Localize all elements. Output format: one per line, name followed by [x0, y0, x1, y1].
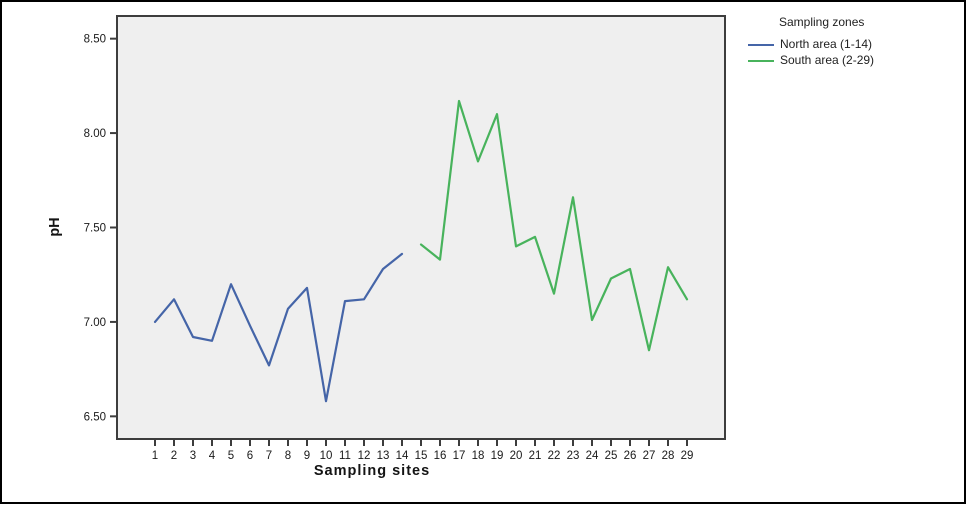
svg-text:4: 4: [209, 450, 216, 462]
svg-text:6: 6: [247, 450, 253, 462]
svg-text:5: 5: [228, 450, 234, 462]
svg-text:22: 22: [548, 450, 561, 462]
svg-text:14: 14: [396, 450, 409, 462]
svg-text:2: 2: [171, 450, 177, 462]
svg-text:23: 23: [567, 450, 580, 462]
svg-text:7: 7: [266, 450, 272, 462]
svg-text:18: 18: [472, 450, 485, 462]
svg-text:8.50: 8.50: [84, 34, 106, 46]
svg-text:15: 15: [415, 450, 428, 462]
svg-text:26: 26: [624, 450, 637, 462]
svg-text:1: 1: [152, 450, 158, 462]
legend-item-north-area: North area (1-14): [748, 37, 874, 52]
svg-text:10: 10: [320, 450, 333, 462]
legend: Sampling zones North area (1-14) South a…: [748, 15, 874, 69]
north-series-line-swatch: [748, 43, 774, 46]
svg-text:11: 11: [339, 450, 351, 462]
legend-item-south-area: South area (2-29): [748, 53, 874, 68]
svg-text:7.00: 7.00: [84, 317, 106, 329]
svg-text:9: 9: [304, 450, 310, 462]
svg-text:8: 8: [285, 450, 291, 462]
legend-title: Sampling zones: [779, 15, 865, 29]
svg-text:19: 19: [491, 450, 504, 462]
svg-text:16: 16: [434, 450, 447, 462]
y-axis-title: pH: [47, 217, 63, 237]
svg-text:29: 29: [681, 450, 694, 462]
svg-text:20: 20: [510, 450, 523, 462]
x-axis-title: Sampling sites: [313, 463, 431, 479]
svg-text:13: 13: [377, 450, 390, 462]
south-series-line-swatch: [748, 59, 774, 62]
legend-item-label: North area (1-14): [780, 37, 873, 51]
svg-text:28: 28: [662, 450, 675, 462]
svg-text:17: 17: [453, 450, 466, 462]
svg-text:6.50: 6.50: [84, 411, 106, 423]
svg-text:8.00: 8.00: [84, 128, 106, 140]
svg-text:25: 25: [605, 450, 618, 462]
svg-text:27: 27: [643, 450, 656, 462]
legend-item-label: South area (2-29): [780, 53, 875, 67]
svg-text:12: 12: [358, 450, 371, 462]
svg-text:7.50: 7.50: [84, 223, 106, 235]
svg-text:24: 24: [586, 450, 599, 462]
svg-text:3: 3: [190, 450, 196, 462]
svg-text:21: 21: [529, 450, 542, 462]
